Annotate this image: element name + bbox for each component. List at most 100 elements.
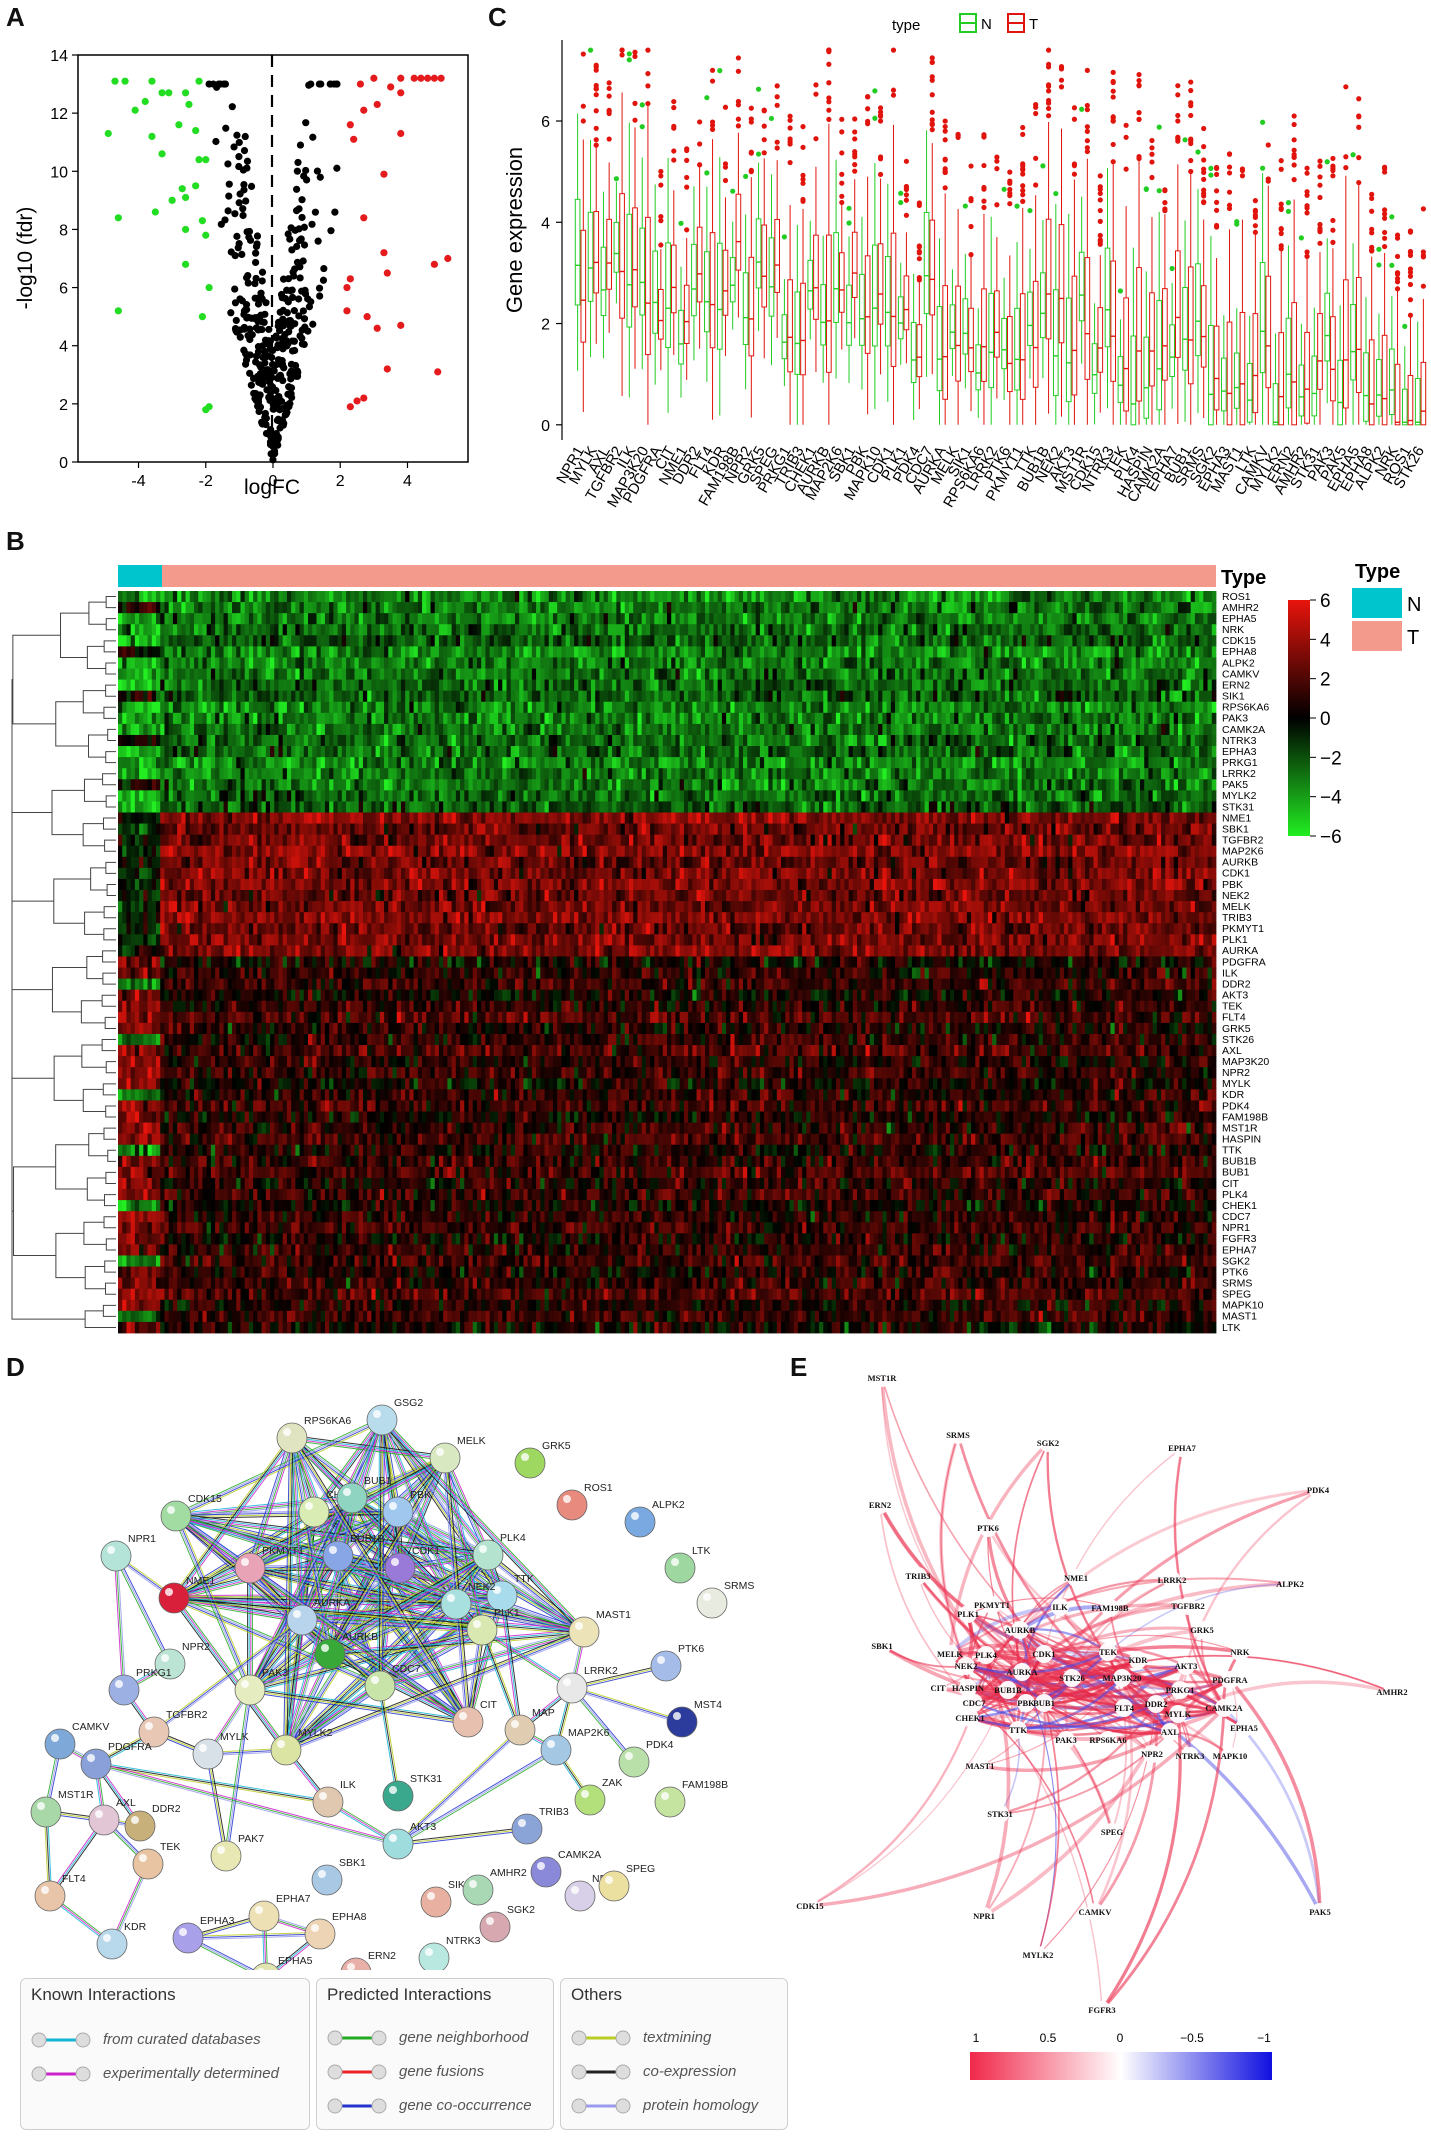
heatmap-cell <box>565 646 571 658</box>
heatmap-cell <box>460 679 465 692</box>
box-outlier <box>774 139 780 145</box>
heatmap-cell <box>924 624 930 636</box>
heatmap-cell <box>776 701 782 714</box>
heatmap-cell <box>358 734 364 747</box>
heatmap-cell <box>194 701 199 714</box>
heatmap-cell <box>958 712 964 725</box>
heatmap-cell <box>814 723 820 736</box>
heatmap-cell <box>848 591 854 603</box>
heatmap-cell <box>979 624 985 636</box>
box-outlier <box>1156 188 1162 194</box>
heatmap-cell <box>392 657 398 669</box>
heatmap-cell <box>1059 668 1065 680</box>
heatmap-cell <box>253 602 258 614</box>
box-outlier <box>1213 188 1220 194</box>
volcano-point-down <box>181 89 190 97</box>
heatmap-cell <box>434 646 440 658</box>
box-tumor <box>1162 288 1168 381</box>
box-outlier <box>1382 207 1388 213</box>
heatmap-cell <box>189 723 195 736</box>
box-normal <box>1363 352 1369 422</box>
heatmap-cell <box>308 701 313 714</box>
heatmap-cell <box>1169 646 1175 658</box>
heatmap-cell <box>1152 635 1158 647</box>
heatmap-cell <box>240 734 246 747</box>
heatmap-cell <box>409 668 415 680</box>
heatmap-cell <box>1085 613 1090 625</box>
heatmap-cell <box>210 679 216 692</box>
heatmap-cell <box>548 701 554 714</box>
heatmap-cell <box>1139 646 1145 658</box>
heatmap-cell <box>692 591 697 603</box>
heatmap-cell <box>671 668 676 680</box>
heatmap-cell <box>734 591 740 603</box>
heatmap-cell <box>797 613 803 625</box>
heatmap-cell <box>552 635 558 647</box>
heatmap-cell <box>177 734 182 747</box>
heatmap-cell <box>481 646 486 658</box>
heatmap-cell <box>1047 602 1052 614</box>
heatmap-cell <box>574 657 579 669</box>
box-tumor <box>1420 361 1427 426</box>
heatmap-cell <box>717 679 723 692</box>
heatmap-cell <box>286 646 292 658</box>
heatmap-cell <box>1030 635 1035 647</box>
heatmap-cell <box>776 668 782 680</box>
heatmap-cell <box>215 668 220 680</box>
heatmap-cell <box>992 646 997 658</box>
heatmap-cell <box>451 646 457 658</box>
heatmap-cell <box>907 646 913 658</box>
heatmap-cell <box>430 602 436 614</box>
heatmap-cell <box>240 712 246 725</box>
heatmap-cell <box>350 591 355 603</box>
box-outlier <box>1239 173 1246 179</box>
heatmap-cell <box>1186 723 1192 736</box>
heatmap-cell <box>1190 591 1196 603</box>
heatmap-cell <box>806 679 811 692</box>
volcano-point-ns <box>224 160 232 168</box>
heatmap-cell <box>460 613 465 625</box>
heatmap-cell <box>548 668 554 680</box>
heatmap-cell <box>510 613 516 625</box>
heatmap-cell <box>557 723 562 736</box>
box-outlier <box>593 108 599 114</box>
box-outlier <box>1020 192 1026 198</box>
heatmap-cell <box>709 712 714 725</box>
heatmap-cell <box>312 602 317 614</box>
heatmap-cell <box>1030 657 1035 669</box>
box-tumor <box>968 307 974 373</box>
heatmap-cell <box>785 602 790 614</box>
heatmap-cell <box>949 635 955 647</box>
box-normal <box>1195 263 1201 357</box>
heatmap-cell <box>253 690 258 703</box>
heatmap-cell <box>675 701 681 714</box>
heatmap-cell <box>489 591 495 603</box>
heatmap-cell <box>438 690 444 703</box>
heatmap-cell <box>274 668 279 680</box>
panel-label-d: D <box>6 1352 25 1383</box>
box-outlier <box>1226 164 1233 170</box>
heatmap-cell <box>916 635 921 647</box>
heatmap-cell <box>852 613 858 625</box>
heatmap-cell <box>916 657 921 669</box>
volcano-point-up <box>424 74 432 82</box>
heatmap-cell <box>536 712 541 725</box>
heatmap-cell <box>1203 712 1208 725</box>
heatmap-cell <box>590 679 596 692</box>
box-outlier <box>903 197 910 203</box>
heatmap-cell <box>438 712 444 725</box>
heatmap-cell <box>713 712 719 725</box>
heatmap-cell <box>1025 679 1031 692</box>
heatmap-cell <box>806 591 811 603</box>
box-outlier <box>1045 113 1052 119</box>
heatmap-cell <box>379 646 385 658</box>
heatmap-cell <box>493 657 499 669</box>
heatmap-cell <box>417 712 423 725</box>
heatmap-cell <box>341 668 347 680</box>
heatmap-cell <box>312 734 317 747</box>
heatmap-cell <box>574 591 579 603</box>
heatmap-cell <box>937 690 942 703</box>
heatmap-cell <box>789 712 795 725</box>
heatmap-cell <box>514 723 520 736</box>
heatmap-cell <box>274 712 279 725</box>
